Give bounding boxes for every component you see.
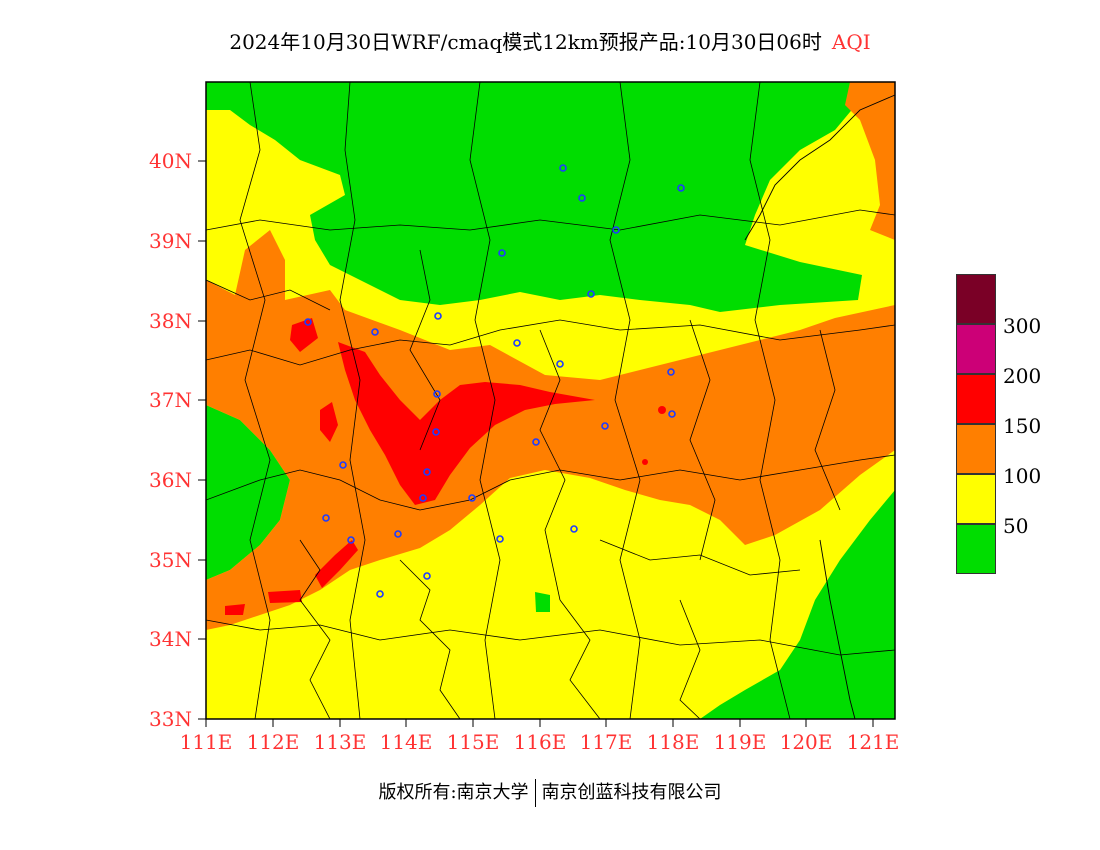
station-marker [347, 536, 355, 544]
station-marker [612, 226, 620, 234]
station-marker [433, 390, 441, 398]
aqi-band-unhealthy-dot [658, 406, 666, 414]
footer-divider [534, 779, 536, 807]
legend-swatch-below-50 [956, 524, 996, 574]
legend-value-200: 200 [1003, 364, 1042, 388]
lon-label-116e: 116E [513, 730, 567, 754]
aqi-band-unhealthy-main [338, 342, 595, 505]
station-marker [432, 428, 440, 436]
aqi-field [206, 82, 895, 719]
station-marker [601, 422, 609, 430]
station-marker [423, 572, 431, 580]
aqi-band-good-southeast [700, 490, 895, 719]
lat-label-40n: 40N [149, 149, 192, 173]
legend-swatch-100-150 [956, 424, 996, 474]
station-marker [667, 368, 675, 376]
lon-label-114e: 114E [379, 730, 433, 754]
aqi-band-good-west [206, 405, 290, 580]
lon-label-118e: 118E [646, 730, 700, 754]
lon-label-117e: 117E [579, 730, 633, 754]
map-title: 2024年10月30日WRF/cmaq模式12km预报产品:10月30日06时 A… [0, 26, 1100, 55]
station-marker [498, 249, 506, 257]
lon-label-113e: 113E [313, 730, 367, 754]
aqi-band-unhealthy-sensitive-ne [845, 82, 895, 240]
station-marker [532, 438, 540, 446]
aqi-band-unhealthy-sensitive [206, 230, 895, 630]
station-marker [578, 194, 586, 202]
station-marker [434, 312, 442, 320]
station-marker [677, 184, 685, 192]
station-marker [339, 461, 347, 469]
aqi-legend [956, 274, 996, 574]
station-marker [304, 318, 312, 326]
legend-swatch-50-100 [956, 474, 996, 524]
coastline [744, 94, 895, 719]
aqi-band-unhealthy-west2 [320, 402, 338, 442]
lon-label-111e: 111E [179, 730, 233, 754]
lon-label-119e: 119E [713, 730, 767, 754]
legend-swatch-200-300 [956, 324, 996, 374]
title-text: 2024年10月30日WRF/cmaq模式12km预报产品:10月30日06时 [229, 30, 822, 54]
axis-ticks [198, 160, 874, 727]
lat-label-33n: 33N [149, 707, 192, 731]
copyright-text: 版权所有:南京大学 [378, 782, 529, 803]
station-marker [371, 328, 379, 336]
station-marker [570, 525, 578, 533]
aqi-band-unhealthy-west [290, 318, 318, 352]
station-marker [423, 468, 431, 476]
station-marker [419, 494, 427, 502]
station-marker [322, 514, 330, 522]
legend-swatch-150-200 [956, 374, 996, 424]
legend-swatch-above-300 [956, 274, 996, 324]
aqi-band-unhealthy-sw [315, 540, 358, 588]
lat-label-36n: 36N [149, 468, 192, 492]
lon-label-112e: 112E [246, 730, 300, 754]
station-marker [559, 164, 567, 172]
legend-value-100: 100 [1003, 464, 1042, 488]
station-marker [587, 290, 595, 298]
legend-value-150: 150 [1003, 414, 1042, 438]
station-marker [513, 339, 521, 347]
aqi-band-good-north [206, 82, 895, 312]
company-text: 南京创蓝科技有限公司 [541, 782, 722, 803]
lon-label-120e: 120E [779, 730, 833, 754]
station-marker [668, 410, 676, 418]
lat-label-38n: 38N [149, 309, 192, 333]
lat-label-37n: 37N [149, 388, 192, 412]
province-boundaries [206, 82, 895, 719]
product-label: AQI [831, 30, 871, 54]
station-marker [496, 535, 504, 543]
lat-label-39n: 39N [149, 229, 192, 253]
station-marker [376, 590, 384, 598]
monitoring-stations [304, 164, 685, 598]
station-marker [556, 360, 564, 368]
footer: 版权所有:南京大学 南京创蓝科技有限公司 [0, 778, 1100, 807]
station-marker [468, 494, 476, 502]
lat-label-35n: 35N [149, 548, 192, 572]
aqi-band-good-patch [535, 592, 550, 612]
legend-value-50: 50 [1003, 514, 1029, 538]
aqi-band-unhealthy-dot [642, 459, 648, 465]
lat-label-34n: 34N [149, 627, 192, 651]
lon-label-121e: 121E [846, 730, 900, 754]
lon-label-115e: 115E [446, 730, 500, 754]
legend-value-300: 300 [1003, 314, 1042, 338]
aqi-band-unhealthy-sw2 [268, 590, 302, 603]
station-marker [394, 530, 402, 538]
aqi-band-unhealthy-sw3 [225, 604, 245, 615]
